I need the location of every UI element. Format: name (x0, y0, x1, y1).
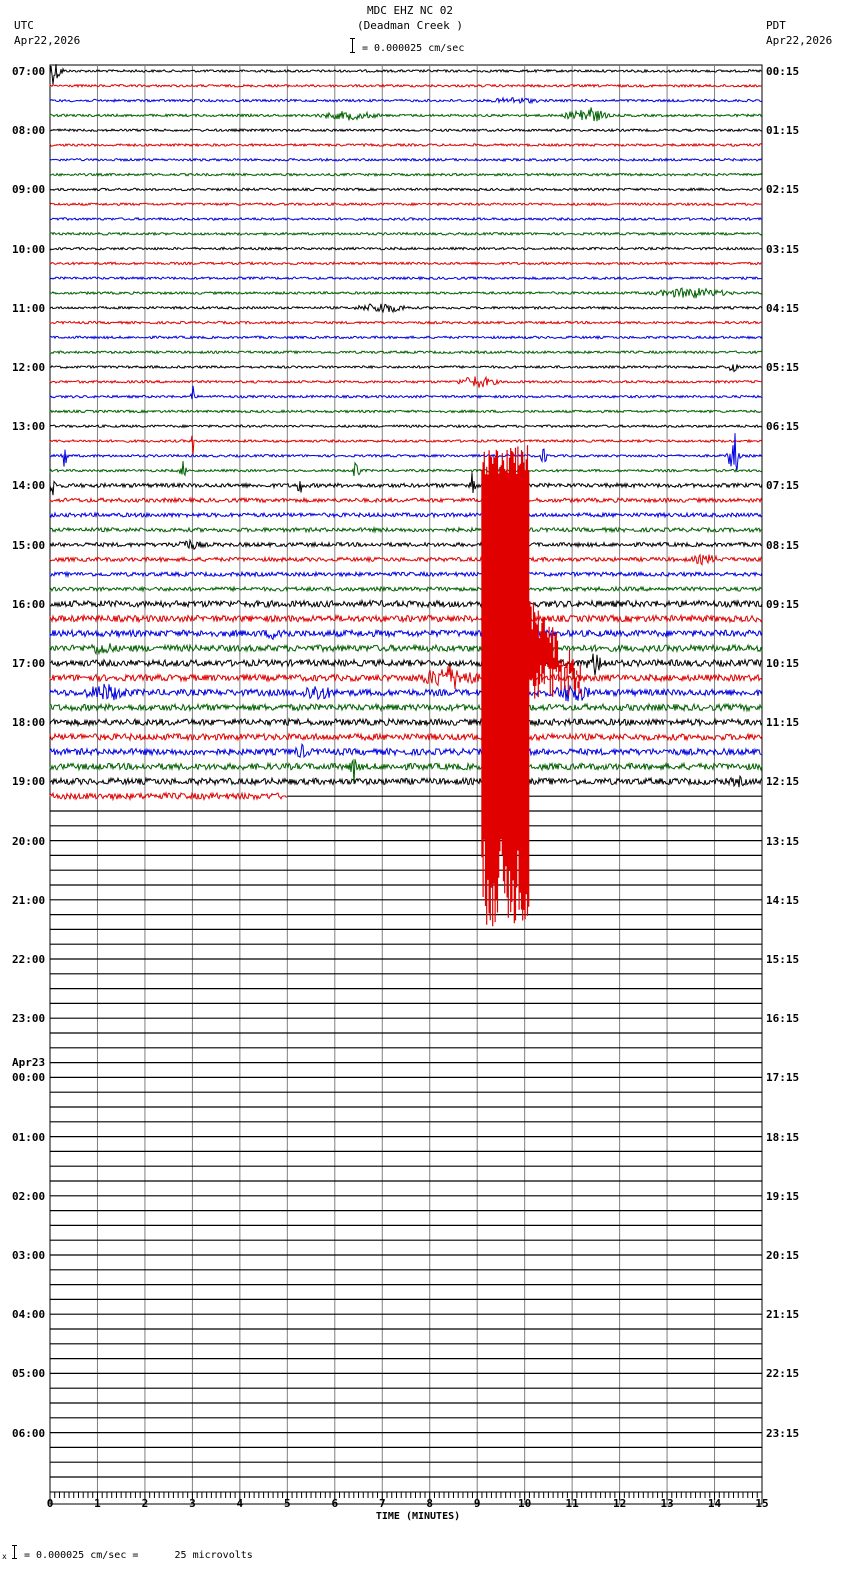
x-tick-label: 9 (474, 1497, 481, 1510)
utc-hour-label: 13:00 (12, 420, 46, 434)
utc-hour-label: 17:00 (12, 657, 46, 670)
utc-hour-label: 00:00 (12, 1071, 46, 1085)
pdt-hour-label: 16:15 (766, 1012, 800, 1026)
scale-text: = 0.000025 cm/sec (362, 43, 465, 54)
x-tick-label: 1 (94, 1497, 101, 1510)
pdt-hour-label: 03:15 (766, 242, 800, 256)
x-tick-label: 5 (284, 1497, 291, 1510)
utc-hour-label: 06:00 (12, 1426, 46, 1440)
date-change-label: Apr23 (12, 1056, 46, 1070)
x-tick-label: 4 (237, 1497, 244, 1510)
pdt-hour-label: 17:15 (766, 1071, 800, 1085)
utc-hour-label: 11:00 (12, 301, 46, 315)
utc-hour-label: 16:00 (12, 597, 46, 611)
pdt-hour-label: 15:15 (766, 953, 800, 966)
utc-hour-label: 02:00 (12, 1189, 46, 1203)
utc-hour-label: 10:00 (12, 242, 46, 256)
utc-hour-label: 12:00 (12, 361, 46, 374)
station-title: MDC EHZ NC 02 (366, 4, 454, 17)
utc-hour-label: 14:00 (12, 479, 46, 493)
pdt-hour-label: 02:15 (766, 183, 800, 197)
pdt-hour-label: 09:15 (766, 597, 800, 611)
utc-hour-label: 23:00 (12, 1012, 46, 1026)
pdt-hour-label: 14:15 (766, 893, 800, 907)
utc-hour-label: 03:00 (12, 1249, 46, 1262)
pdt-hour-label: 00:15 (766, 65, 800, 78)
utc-hour-label: 08:00 (12, 124, 46, 138)
utc-hour-label: 07:00 (12, 65, 46, 78)
x-tick-label: 11 (566, 1497, 580, 1510)
x-tick-label: 3 (189, 1497, 196, 1510)
utc-hour-label: 18:00 (12, 716, 46, 730)
pdt-hour-label: 21:15 (766, 1308, 800, 1322)
pdt-hour-label: 07:15 (766, 479, 800, 493)
x-tick-label: 8 (426, 1497, 433, 1510)
x-tick-label: 0 (47, 1497, 54, 1510)
left-date: Apr22,2026 (14, 34, 81, 47)
x-tick-label: 13 (660, 1497, 673, 1510)
pdt-hour-label: 10:15 (766, 657, 800, 670)
pdt-hour-label: 05:15 (766, 361, 800, 374)
pdt-hour-label: 12:15 (766, 775, 800, 789)
pdt-hour-label: 08:15 (766, 538, 800, 552)
utc-hour-label: 01:00 (12, 1130, 46, 1144)
x-tick-label: 2 (142, 1497, 149, 1510)
utc-hour-label: 22:00 (12, 953, 46, 966)
utc-hour-label: 09:00 (12, 183, 46, 197)
x-tick-label: 10 (518, 1497, 531, 1510)
pdt-hour-label: 01:15 (766, 124, 800, 138)
pdt-hour-label: 06:15 (766, 420, 800, 434)
pdt-hour-label: 19:15 (766, 1189, 800, 1203)
x-tick-label: 15 (755, 1497, 768, 1510)
right-date: Apr22,2026 (766, 34, 833, 47)
pdt-hour-label: 04:15 (766, 301, 800, 315)
x-axis-title: TIME (MINUTES) (375, 1511, 461, 1522)
footer-scale-bar-icon (12, 1545, 17, 1559)
footer-scale-marker: x (2, 1552, 7, 1561)
scale-bar-icon (350, 38, 355, 53)
pdt-hour-label: 20:15 (766, 1249, 800, 1262)
utc-hour-label: 21:00 (12, 893, 46, 907)
utc-hour-label: 05:00 (12, 1367, 46, 1381)
x-tick-label: 7 (379, 1497, 386, 1510)
left-timezone: UTC (14, 19, 34, 32)
x-tick-label: 14 (708, 1497, 722, 1510)
utc-hour-label: 20:00 (12, 834, 46, 848)
utc-hour-label: 19:00 (12, 775, 46, 789)
footer-scale-note: = 0.000025 cm/sec = 25 microvolts (24, 1550, 253, 1561)
station-location: (Deadman Creek ) (357, 19, 463, 32)
right-timezone: PDT (766, 19, 786, 32)
pdt-hour-label: 18:15 (766, 1130, 800, 1144)
pdt-hour-label: 23:15 (766, 1426, 800, 1440)
x-tick-label: 12 (613, 1497, 626, 1510)
x-tick-label: 6 (331, 1497, 338, 1510)
utc-hour-label: 15:00 (12, 538, 46, 552)
utc-hour-label: 04:00 (12, 1308, 46, 1322)
pdt-hour-label: 13:15 (766, 834, 800, 848)
pdt-hour-label: 11:15 (766, 716, 800, 730)
pdt-hour-label: 22:15 (766, 1367, 800, 1381)
